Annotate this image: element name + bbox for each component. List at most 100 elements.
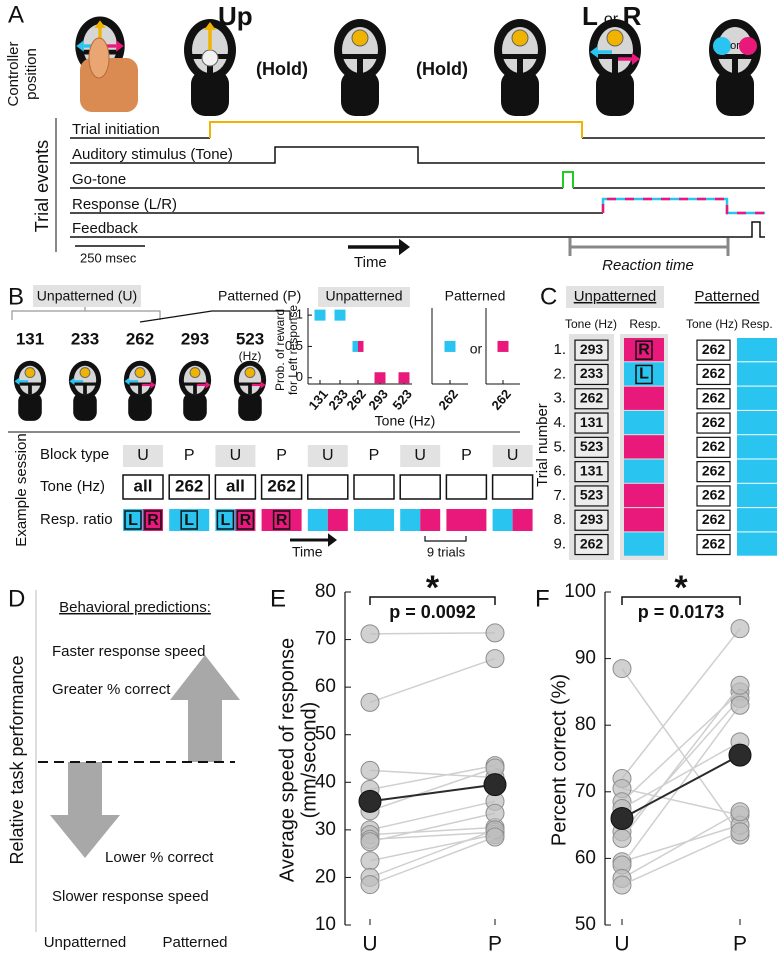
predictions-title: Behavioral predictions: xyxy=(59,599,211,616)
resp-cell xyxy=(624,532,664,556)
label-box xyxy=(33,285,141,307)
controller-knob xyxy=(244,367,256,379)
point xyxy=(485,827,505,847)
tone-box xyxy=(696,388,731,410)
controller-slot xyxy=(73,382,97,395)
block-box xyxy=(307,445,348,467)
controller-well xyxy=(597,27,633,73)
tone-value: 233 xyxy=(580,365,604,381)
trial-number: 7. xyxy=(553,487,566,504)
or-label: or xyxy=(604,11,619,28)
side-label: Trial events xyxy=(32,140,52,232)
controller-well xyxy=(128,365,152,395)
subject-line xyxy=(369,632,496,635)
p-value: p = 0.0173 xyxy=(638,602,725,622)
resp-letter: L xyxy=(639,366,649,383)
y-tick-label: 70 xyxy=(315,629,336,650)
x-axis-label: Tone (Hz) xyxy=(375,413,436,429)
block-type: U xyxy=(230,447,242,464)
letter-box xyxy=(124,510,142,530)
trial-number: 2. xyxy=(553,365,566,382)
point xyxy=(612,828,632,848)
letter-box xyxy=(635,340,653,360)
y-tick-label: 70 xyxy=(575,781,596,802)
trace-high xyxy=(209,121,583,138)
subject-line xyxy=(621,698,741,833)
controller-well xyxy=(73,365,97,395)
controller-base xyxy=(238,392,262,421)
tone-value: 131 xyxy=(580,462,604,478)
letter-box xyxy=(236,510,255,530)
tone-box xyxy=(696,461,731,483)
subject-line xyxy=(621,787,741,816)
subject-line xyxy=(621,684,741,839)
point xyxy=(730,802,750,822)
subject-line xyxy=(621,754,741,820)
subject-line xyxy=(369,833,496,862)
point xyxy=(360,760,380,780)
time-label: Time xyxy=(354,254,387,271)
controller-knob xyxy=(79,367,91,379)
controller-well xyxy=(183,365,207,395)
resp-cell xyxy=(624,508,664,532)
y-axis-label: (mm/second) xyxy=(298,702,320,819)
arrow-head xyxy=(76,40,84,52)
x-tick-label: 293 xyxy=(365,386,390,412)
row-label: Block type xyxy=(40,446,109,463)
point xyxy=(730,822,750,842)
controller-knob xyxy=(351,29,369,47)
unit-label: (Hz) xyxy=(239,349,262,363)
scale-label: 250 msec xyxy=(80,250,137,265)
y-tick-label: 0.5 xyxy=(285,338,303,353)
controller-knob xyxy=(511,29,529,47)
group-label: Unpatterned xyxy=(574,288,657,305)
resp-segment xyxy=(169,509,210,531)
bracket xyxy=(139,310,291,323)
controller-knob xyxy=(134,367,146,379)
resp-cell xyxy=(737,435,777,459)
tone-value: 523 xyxy=(580,487,604,503)
tone-box xyxy=(260,474,303,500)
point xyxy=(358,789,382,813)
resp-segment xyxy=(327,509,348,531)
tone-box xyxy=(696,509,731,531)
controller-base xyxy=(183,392,207,421)
arrow-head xyxy=(632,53,640,65)
arrow-head xyxy=(205,381,211,389)
resp-cell xyxy=(624,338,664,362)
block-type: U xyxy=(414,447,426,464)
trace-label: Auditory stimulus (Tone) xyxy=(72,146,233,163)
dot xyxy=(314,309,326,321)
controller-base xyxy=(191,70,229,116)
arrow-head xyxy=(124,377,130,385)
dot xyxy=(352,340,358,352)
block-type: U xyxy=(137,447,149,464)
controller-knob xyxy=(24,367,36,379)
dot xyxy=(334,309,346,321)
resp-letter: R xyxy=(147,512,159,529)
tone-box xyxy=(353,474,395,500)
resp-cell xyxy=(737,338,777,362)
tone-box xyxy=(168,474,210,500)
resp-cell xyxy=(624,459,664,483)
point xyxy=(730,695,750,715)
panel-label: D xyxy=(8,585,25,612)
significance-star: * xyxy=(674,569,688,607)
down-arrow xyxy=(50,762,120,858)
resp-segment xyxy=(354,509,394,531)
trial-number: 5. xyxy=(553,438,566,455)
point xyxy=(730,675,750,695)
bracket xyxy=(11,307,161,320)
controller-base xyxy=(73,392,97,421)
tone-value: 262 xyxy=(702,511,726,527)
subject-line xyxy=(369,769,496,779)
controller-slot xyxy=(717,54,753,73)
trace-high xyxy=(601,197,765,215)
y-tick-label: 20 xyxy=(315,866,336,887)
tone-box xyxy=(574,436,609,458)
y-tick-label: 40 xyxy=(315,771,336,792)
resp-segment xyxy=(446,509,487,531)
resp-segment xyxy=(261,509,302,531)
label-box xyxy=(318,287,410,307)
tone-box xyxy=(574,485,609,507)
